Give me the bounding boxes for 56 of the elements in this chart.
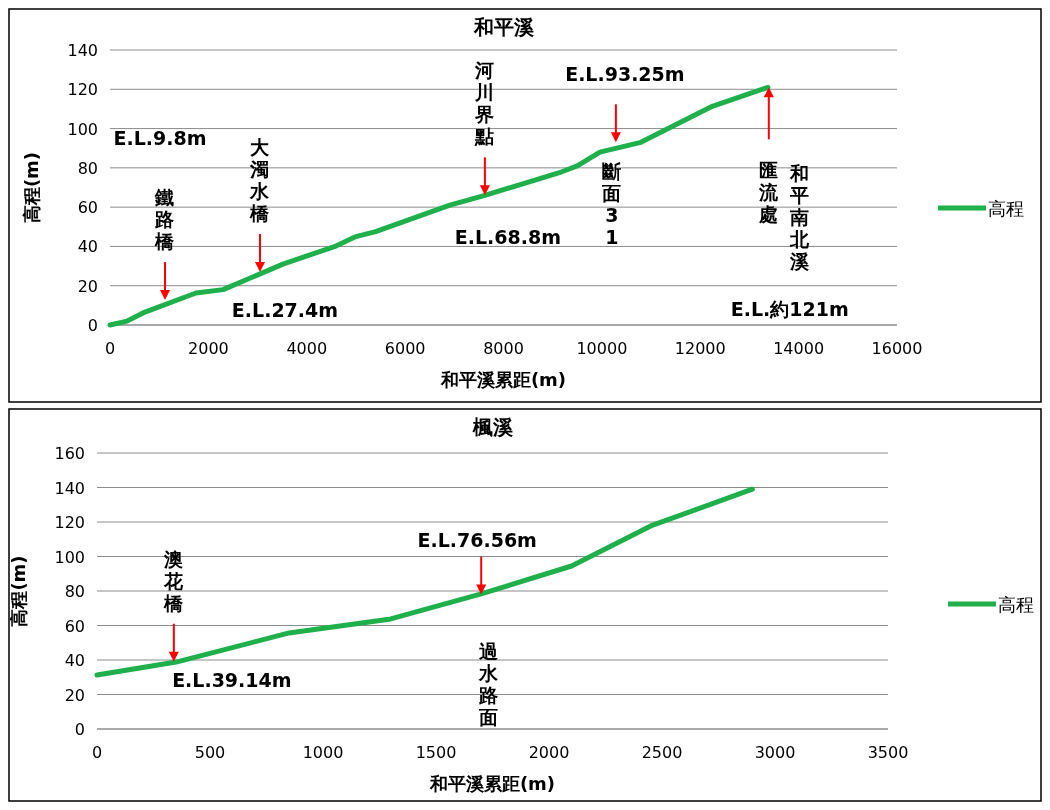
- y-tick-label: 160: [54, 444, 85, 463]
- x-tick-label: 500: [194, 743, 226, 762]
- y-tick-label: 40: [64, 651, 85, 670]
- x-tick-label: 3000: [754, 743, 796, 762]
- annotation: E.L.約121m: [730, 298, 849, 321]
- x-tick-label: 14000: [773, 339, 825, 358]
- y-tick-label: 140: [67, 41, 98, 60]
- x-tick-label: 0: [104, 339, 116, 358]
- y-tick-label: 120: [67, 80, 98, 100]
- chart-title: 和平溪: [472, 15, 535, 39]
- annotation: E.L.9.8m: [113, 127, 207, 150]
- y-tick-label: 100: [67, 119, 98, 139]
- annotation: 鐵路橋: [154, 186, 176, 253]
- annotation: 匯流處: [758, 159, 780, 226]
- y-tick-label: 20: [64, 685, 85, 705]
- x-tick-label: 10000: [576, 339, 628, 358]
- annotation: E.L.93.25m: [565, 63, 685, 86]
- x-axis-title: 和平溪累距(m): [428, 773, 556, 794]
- x-tick-label: 6000: [384, 339, 426, 358]
- x-tick-label: 3500: [867, 743, 909, 762]
- legend-label: 高程: [998, 594, 1034, 615]
- y-axis-title: 高程(m): [21, 151, 42, 224]
- y-tick-label: 100: [54, 547, 85, 567]
- x-tick-label: 1500: [415, 743, 457, 762]
- annotation: 河川界點: [474, 59, 495, 148]
- x-tick-label: 16000: [871, 339, 923, 358]
- annotation: E.L.76.56m: [417, 529, 537, 552]
- annotation: 過水路面: [477, 640, 499, 729]
- x-axis-title: 和平溪累距(m): [439, 369, 567, 390]
- annotation: E.L.68.8m: [454, 226, 562, 249]
- legend-label: 高程: [988, 198, 1024, 219]
- y-tick-label: 80: [64, 582, 85, 601]
- x-tick-label: 2000: [188, 339, 229, 358]
- y-tick-label: 80: [77, 158, 98, 178]
- y-tick-label: 0: [74, 720, 85, 739]
- y-tick-label: 0: [87, 316, 98, 335]
- y-tick-label: 120: [54, 513, 85, 532]
- x-tick-label: 12000: [674, 339, 726, 358]
- y-tick-label: 60: [77, 198, 98, 218]
- x-tick-label: 2000: [528, 743, 570, 762]
- annotation: E.L.39.14m: [172, 668, 292, 691]
- chart-title: 楓溪: [471, 415, 514, 439]
- x-tick-label: 8000: [483, 339, 524, 358]
- annotation: 斷面31: [601, 160, 622, 249]
- x-tick-label: 2500: [641, 743, 683, 762]
- y-tick-label: 140: [54, 478, 85, 498]
- x-tick-label: 1000: [302, 743, 344, 762]
- annotation: 大濁水橋: [249, 135, 271, 224]
- annotation: 澳花橋: [163, 547, 185, 614]
- annotation: E.L.27.4m: [231, 298, 339, 321]
- y-tick-label: 60: [64, 616, 85, 636]
- y-tick-label: 40: [77, 237, 98, 257]
- y-tick-label: 20: [77, 276, 98, 296]
- x-tick-label: 4000: [286, 339, 328, 358]
- annotation: 和平南北溪: [789, 162, 811, 273]
- y-axis-title: 高程(m): [8, 555, 29, 627]
